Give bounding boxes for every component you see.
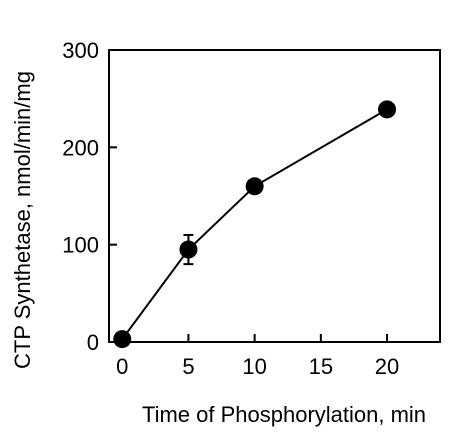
y-axis-ticks: 0 100 200 300 (62, 38, 117, 355)
x-axis-ticks: 0 5 10 15 20 (116, 334, 399, 379)
x-tick-label: 10 (242, 354, 266, 379)
y-tick-label: 100 (62, 233, 99, 258)
y-tick-label: 0 (87, 330, 99, 355)
x-tick-label: 15 (309, 354, 333, 379)
x-tick-label: 5 (182, 354, 194, 379)
x-tick-label: 0 (116, 354, 128, 379)
x-tick-label: 20 (375, 354, 399, 379)
data-series (113, 100, 397, 349)
data-point (378, 100, 397, 119)
data-point (113, 330, 132, 349)
y-tick-label: 300 (62, 38, 99, 63)
y-tick-label: 200 (62, 135, 99, 160)
data-point (245, 177, 264, 196)
y-axis-label: CTP Synthetase, nmol/min/mg (10, 71, 35, 369)
data-point (179, 240, 198, 259)
x-axis-label: Time of Phosphorylation, min (142, 402, 426, 427)
plot-frame (108, 49, 441, 343)
series-line (121, 108, 388, 340)
